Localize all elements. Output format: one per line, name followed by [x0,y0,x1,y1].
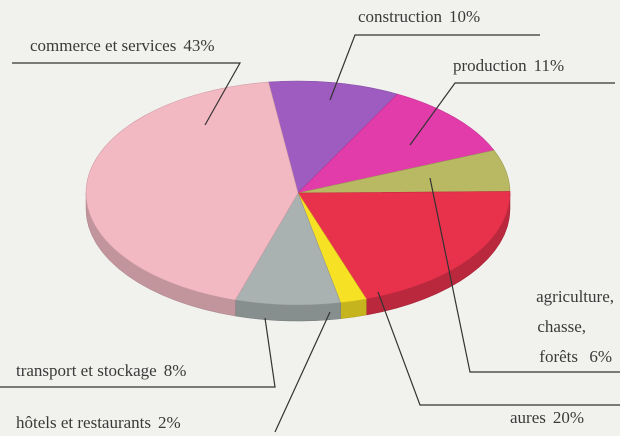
label-line: chasse, [537,317,586,336]
value-label: 20% [553,408,584,427]
slice-label: commerce et services 43% [30,36,214,55]
slice-label: hôtels et restaurants 2% [16,413,181,432]
slice-label: transport et stockage 8% [16,361,186,380]
category-label: transport et stockage [16,361,157,380]
category-label: commerce et services [30,36,176,55]
leader-line [0,317,276,388]
pie-slice [297,93,495,194]
leader-line [429,177,620,373]
value-label: 6% [589,347,612,366]
pie-slice [234,192,342,306]
value-label: 2% [158,413,181,432]
leader-line [274,311,331,433]
leader-line [409,82,615,146]
label-line: forêts [539,347,578,366]
slice-label: construction 10% [358,7,480,26]
pie-slice [85,81,299,301]
category-label: aures [510,408,546,427]
leader-line [377,291,620,406]
pie-sides [85,192,511,322]
category-label: hôtels et restaurants [16,413,151,432]
leader-line [12,62,242,126]
category-label: agriculture, chasse, forêts [536,287,614,366]
slice-label: aures 20% [510,408,584,427]
value-label: 10% [449,7,480,26]
value-label: 43% [183,36,214,55]
value-label: 11% [534,56,565,75]
pie-slice [268,80,399,194]
pie-tops [85,80,511,306]
leader-line [329,34,540,101]
value-label: 8% [164,361,187,380]
category-label: production [453,56,527,75]
slice-label: production 11% [453,56,564,75]
label-line: agriculture, [536,287,614,306]
category-label: construction [358,7,443,26]
pie-slice [297,191,511,300]
